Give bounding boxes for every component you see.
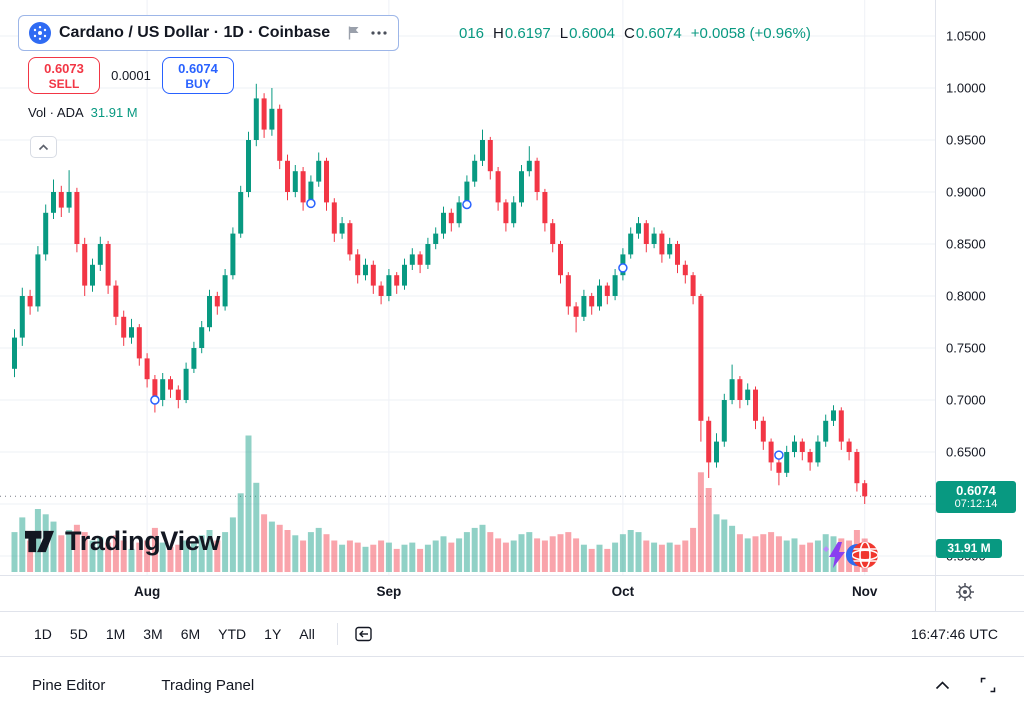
go-to-date-button[interactable] xyxy=(350,620,379,648)
axis-separators xyxy=(0,0,1024,611)
buy-price: 0.6074 xyxy=(178,60,218,76)
svg-text:0.8000: 0.8000 xyxy=(946,289,986,304)
svg-text:0.8500: 0.8500 xyxy=(946,237,986,252)
symbol-title[interactable]: Cardano / US Dollar · 1D · Coinbase xyxy=(59,24,331,41)
date-range-selector: 1D 5D 1M 3M 6M YTD 1Y All xyxy=(26,621,325,647)
range-1m[interactable]: 1M xyxy=(98,621,133,647)
event-markers[interactable] xyxy=(150,198,784,460)
floating-widgets xyxy=(823,539,880,571)
ohlc-low-value: 0.6004 xyxy=(569,25,615,42)
more-options-icon[interactable] xyxy=(370,30,388,36)
volume-value: 31.91 M xyxy=(90,105,138,120)
ohlc-open-partial: 016 xyxy=(459,25,485,42)
trading-panel-tab[interactable]: Trading Panel xyxy=(155,676,260,695)
globe-news-icon[interactable] xyxy=(846,539,880,571)
svg-text:0.7500: 0.7500 xyxy=(946,341,986,356)
ohlc-low-label: L xyxy=(559,25,569,42)
svg-text:0.9000: 0.9000 xyxy=(946,185,986,200)
sell-price: 0.6073 xyxy=(44,60,84,76)
range-3m[interactable]: 3M xyxy=(135,621,170,647)
svg-text:0.6500: 0.6500 xyxy=(946,445,986,460)
svg-text:1.0000: 1.0000 xyxy=(946,81,986,96)
chevron-up-icon xyxy=(38,143,49,151)
collapse-legend-button[interactable] xyxy=(30,136,57,158)
range-all[interactable]: All xyxy=(291,621,323,647)
panel-expand-button[interactable] xyxy=(933,679,952,692)
ohlc-high-value: 0.6197 xyxy=(504,25,551,42)
go-to-date-icon xyxy=(354,624,375,644)
pine-editor-tab[interactable]: Pine Editor xyxy=(26,676,111,695)
tradingview-watermark: TradingView xyxy=(23,526,221,557)
ohlc-close-value: 0.6074 xyxy=(635,25,682,42)
volume-badge: 31.91 M xyxy=(936,539,1002,558)
clock-utc[interactable]: 16:47:46 UTC xyxy=(910,626,998,642)
chevron-up-icon xyxy=(935,680,950,690)
tradingview-logo-icon xyxy=(23,527,56,556)
svg-text:1.0500: 1.0500 xyxy=(946,29,986,44)
flag-icon[interactable] xyxy=(348,26,360,40)
volume-indicator-row[interactable]: Vol · ADA 31.91 M xyxy=(28,105,138,120)
current-price: 0.6074 xyxy=(956,483,996,498)
bottom-toolbar: 1D 5D 1M 3M 6M YTD 1Y All 16:47:46 UTC xyxy=(0,611,1024,657)
maximize-icon xyxy=(980,677,996,693)
range-ytd[interactable]: YTD xyxy=(210,621,254,647)
ohlc-high-label: H xyxy=(493,25,504,42)
time-axis[interactable] xyxy=(0,576,935,610)
svg-text:Nov: Nov xyxy=(852,584,878,599)
range-1d[interactable]: 1D xyxy=(26,621,60,647)
sell-label: SELL xyxy=(48,76,80,91)
bar-countdown: 07:12:14 xyxy=(954,498,998,510)
price-chart[interactable]: 1.0500 1.0000 0.9500 0.9000 0.8500 0.8000 0.75… xyxy=(0,0,1024,611)
svg-text:Aug: Aug xyxy=(134,584,160,599)
buy-label: BUY xyxy=(185,76,211,91)
gear-icon[interactable] xyxy=(954,581,976,603)
bottom-panel-bar: Pine Editor Trading Panel xyxy=(0,657,1024,713)
range-6m[interactable]: 6M xyxy=(173,621,208,647)
panel-maximize-button[interactable] xyxy=(978,675,998,695)
time-axis-labels: Aug Sep Oct Nov xyxy=(134,584,878,599)
current-price-badge: 0.6074 07:12:14 xyxy=(936,481,1016,513)
svg-text:Sep: Sep xyxy=(377,584,402,599)
toolbar-divider xyxy=(336,623,338,645)
buy-button[interactable]: 0.6074 BUY xyxy=(162,57,234,94)
volume-label: Vol · ADA xyxy=(28,105,84,120)
svg-text:0.7000: 0.7000 xyxy=(946,393,986,408)
cardano-logo-icon xyxy=(29,22,51,44)
candles xyxy=(12,83,868,504)
spread-value: 0.0001 xyxy=(111,68,151,83)
ai-sparkle-icon[interactable] xyxy=(822,540,852,570)
ohlc-row: 016 H0.6197 L0.6004 C0.6074 +0.0058 (+0.96%) xyxy=(459,25,811,42)
range-1y[interactable]: 1Y xyxy=(256,621,289,647)
svg-text:Oct: Oct xyxy=(612,584,635,599)
sell-button[interactable]: 0.6073 SELL xyxy=(28,57,100,94)
range-5d[interactable]: 5D xyxy=(62,621,96,647)
svg-text:0.9500: 0.9500 xyxy=(946,133,986,148)
ohlc-close-label: C xyxy=(624,25,635,42)
symbol-legend[interactable]: Cardano / US Dollar · 1D · Coinbase xyxy=(18,15,400,51)
watermark-text: TradingView xyxy=(65,526,221,556)
ohlc-change: +0.0058 (+0.96%) xyxy=(690,25,811,42)
